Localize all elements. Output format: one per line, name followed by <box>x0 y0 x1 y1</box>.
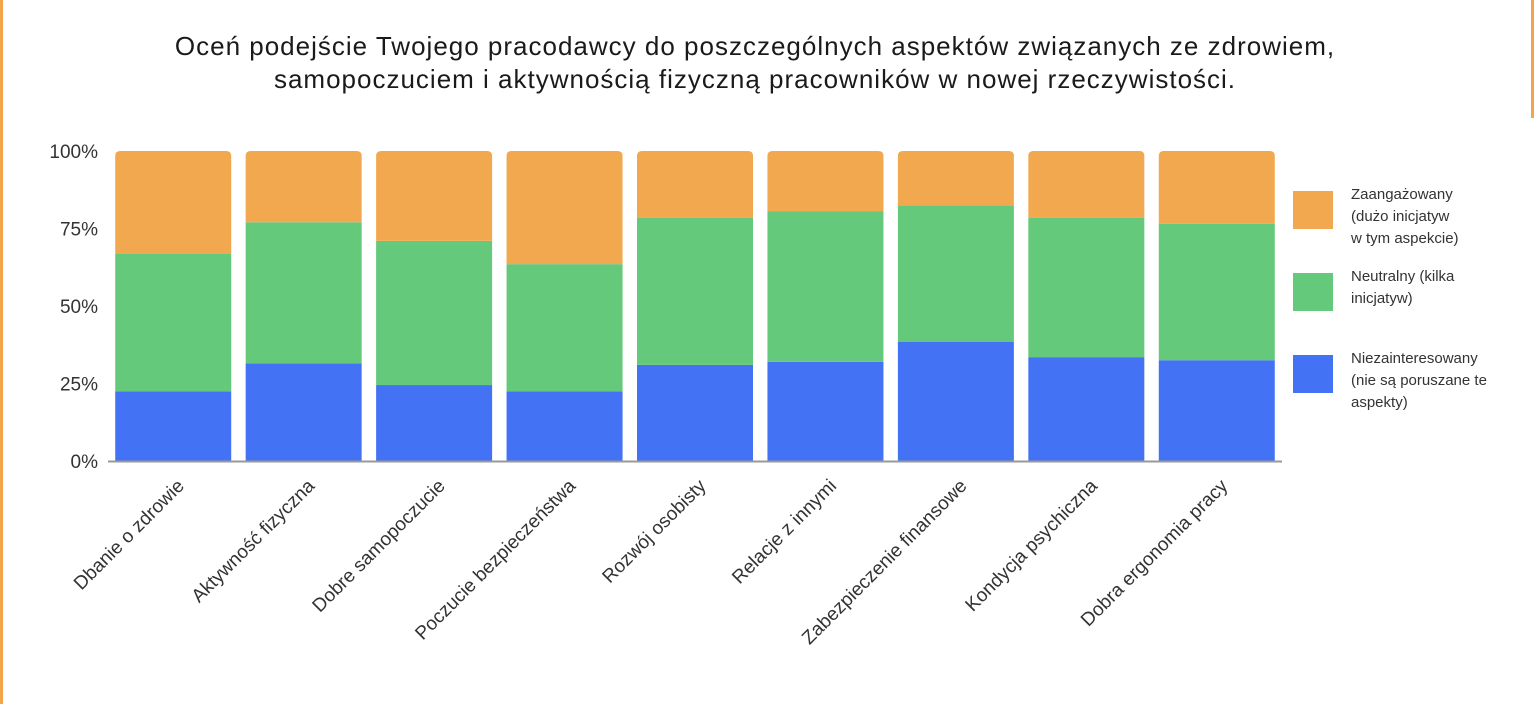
legend-swatch <box>1293 191 1333 229</box>
legend-label: Zaangażowany <box>1351 186 1453 203</box>
bar-segment <box>767 361 884 461</box>
bar-segment <box>376 385 493 461</box>
bar-segment <box>897 151 1014 206</box>
chart-title: Oceń podejście Twojego pracodawcy do pos… <box>0 30 1510 96</box>
bar-segment <box>245 363 362 461</box>
bar-segment <box>767 211 884 362</box>
y-tick-label: 100% <box>49 142 98 163</box>
legend-item: Neutralny (kilka inicjatyw) <box>1293 268 1455 311</box>
bar-segment <box>637 151 753 218</box>
x-tick-label: Aktywność fizyczna <box>188 475 320 607</box>
bar-segment <box>897 205 1014 342</box>
bar-segment <box>1158 223 1275 361</box>
bar-segment <box>245 222 362 364</box>
legend-item: Niezainteresowany (nie są poruszane te asp… <box>1293 350 1487 411</box>
frame-left-edge <box>0 0 3 704</box>
legend-label: (nie są poruszane te <box>1351 372 1487 389</box>
bar-segment <box>1028 357 1145 461</box>
legend-label: inicjatyw) <box>1351 290 1413 307</box>
legend-label: Niezainteresowany <box>1351 350 1478 367</box>
bar-segment <box>115 253 232 392</box>
chart-title-line-2: samopoczuciem i aktywnością fizyczną pra… <box>273 64 1237 94</box>
bar-segment <box>637 364 753 461</box>
x-tick-label: Dobra ergonomia pracy <box>1077 475 1233 631</box>
bar-segment <box>376 151 493 241</box>
bar-segment <box>637 217 753 365</box>
bar-segment <box>1158 151 1275 224</box>
bar-segment <box>115 151 232 254</box>
legend-label: aspekty) <box>1351 394 1408 411</box>
bar-segment <box>1028 217 1145 358</box>
legend-label: (dużo inicjatyw <box>1351 208 1450 225</box>
bar-segment <box>767 151 884 212</box>
bar-segment <box>506 151 623 265</box>
bar-segment <box>897 341 1014 461</box>
bar-segment <box>1028 151 1145 218</box>
x-tick-label: Dbanie o zdrowie <box>70 476 189 595</box>
bar-segment <box>245 151 362 223</box>
y-tick-label: 25% <box>60 375 98 396</box>
x-tick-label: Rozwój osobisty <box>599 475 711 587</box>
x-tick-label: Dobre samopoczucie <box>309 476 450 617</box>
bar-segment <box>1158 360 1275 461</box>
legend-swatch <box>1293 273 1333 311</box>
bar-segment <box>506 391 623 461</box>
legend-label: w tym aspekcie) <box>1350 230 1459 247</box>
chart-title-line-1: Oceń podejście Twojego pracodawcy do pos… <box>174 31 1336 61</box>
x-tick-label: Kondycja psychiczna <box>962 475 1103 616</box>
legend-label: Neutralny (kilka <box>1351 268 1455 285</box>
y-tick-label: 50% <box>60 297 98 318</box>
y-tick-label: 0% <box>71 452 99 473</box>
bar-segment <box>376 240 493 386</box>
legend-swatch <box>1293 355 1333 393</box>
bar-segment <box>115 391 232 461</box>
bar-segment <box>506 264 623 392</box>
y-tick-label: 75% <box>60 220 98 241</box>
frame-right-edge <box>1531 0 1534 118</box>
x-tick-label: Relacje z innymi <box>728 476 841 589</box>
legend-item: Zaangażowany (dużo inicjatyw w tym aspekci… <box>1293 186 1459 247</box>
